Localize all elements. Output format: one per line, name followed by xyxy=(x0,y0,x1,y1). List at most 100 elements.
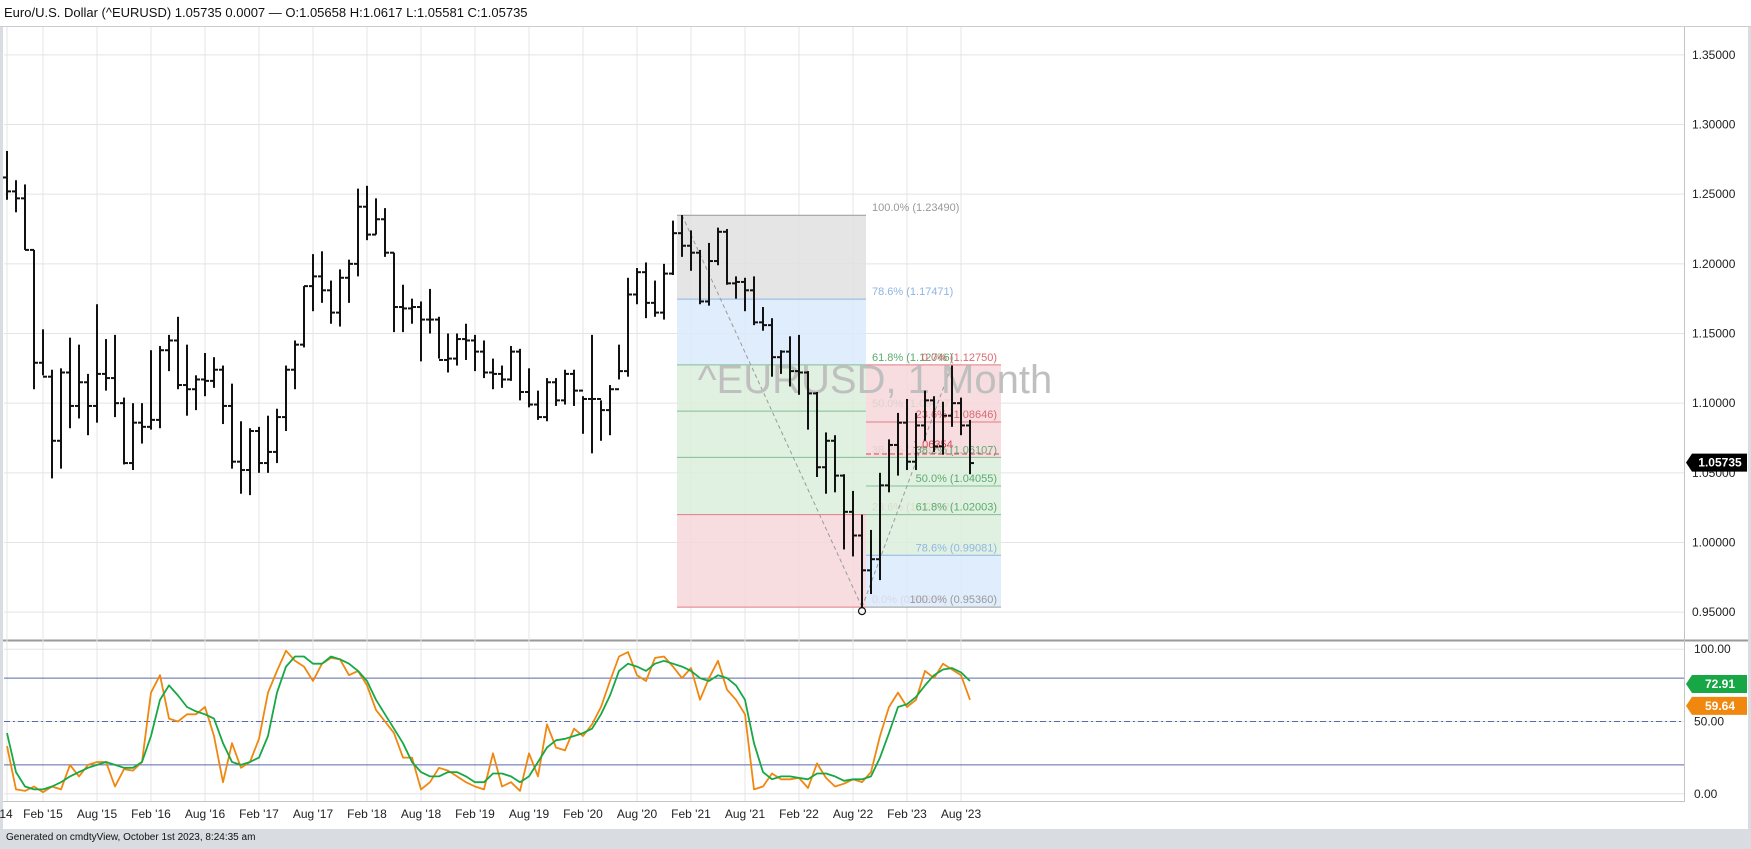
fib-primary-zone xyxy=(677,215,866,300)
fib-secondary-level-label: 100.0% (0.95360) xyxy=(910,594,997,606)
ohlc-bar xyxy=(300,285,308,348)
ohlc-bar xyxy=(588,334,596,454)
time-tick-label: Aug '19 xyxy=(509,807,550,821)
ohlc-bar xyxy=(237,421,245,494)
stoch-k-badge: 59.64 xyxy=(1686,696,1747,715)
ohlc-bar xyxy=(957,397,965,436)
y-axis-bg xyxy=(1684,27,1748,802)
time-tick-label: Feb '21 xyxy=(671,807,711,821)
fib-secondary-level-label: 50.0% (1.04055) xyxy=(916,473,997,485)
stochastic-lines xyxy=(6,649,971,794)
fib-primary-trend xyxy=(681,215,863,608)
ohlc-bar xyxy=(480,340,488,379)
ohlc-bar xyxy=(768,318,776,377)
fib-secondary-zone xyxy=(866,514,1001,556)
last-price-badge-shape xyxy=(1686,453,1747,472)
ohlc-bar xyxy=(210,357,218,388)
chart-watermark: ^EURUSD, 1 Month xyxy=(698,358,1052,402)
ohlc-bar xyxy=(75,344,83,419)
ohlc-bar xyxy=(318,251,326,303)
ohlc-bar xyxy=(48,369,56,479)
ohlc-bar xyxy=(741,277,749,312)
ohlc-bar xyxy=(759,307,767,331)
ohlc-bar xyxy=(876,472,884,581)
ohlc-bar xyxy=(138,403,146,444)
chart-footer: Generated on cmdtyView, October 1st 2023… xyxy=(0,829,1751,849)
ohlc-bar xyxy=(408,298,416,324)
ohlc-bar xyxy=(165,334,173,372)
value-badges: 1.05735 72.91 59.64 xyxy=(1686,453,1747,715)
ohlc-bar xyxy=(498,365,506,388)
last-price-badge-text: 1.05735 xyxy=(1698,456,1742,470)
ohlc-bar xyxy=(363,185,371,241)
symbol-quote-line: Euro/U.S. Dollar (^EURUSD) 1.05735 0.000… xyxy=(4,5,528,20)
time-tick-label: Aug '23 xyxy=(941,807,982,821)
ohlc-bar xyxy=(201,353,209,397)
time-tick-label: Feb '18 xyxy=(347,807,387,821)
ohlc-bar xyxy=(93,304,101,423)
ohlc-bar xyxy=(309,254,317,312)
ohlc-bar xyxy=(291,340,299,390)
fib-primary-level-label: 78.6% (1.17471) xyxy=(872,286,953,298)
ohlc-bar xyxy=(12,180,20,213)
time-tick-label: Aug '15 xyxy=(77,807,118,821)
ohlc-bar xyxy=(786,336,794,387)
stoch-d-badge: 72.91 xyxy=(1686,675,1747,694)
ohlc-bar xyxy=(570,369,578,406)
ohlc-bar xyxy=(687,230,695,271)
time-tick-label: 14 xyxy=(0,807,13,821)
ohlc-bar xyxy=(516,348,524,401)
ohlc-bar xyxy=(444,333,452,373)
ohlc-bar xyxy=(723,229,731,285)
ohlc-bar xyxy=(255,426,263,473)
ohlc-bar xyxy=(777,350,785,374)
ohlc-bar xyxy=(597,397,605,441)
ohlc-bar xyxy=(840,474,848,550)
last-price-badge: 1.05735 xyxy=(1686,453,1747,472)
chart-header: Euro/U.S. Dollar (^EURUSD) 1.05735 0.000… xyxy=(0,0,1751,27)
price-bars xyxy=(3,150,974,608)
fib-primary-zone xyxy=(677,457,866,515)
ohlc-bar xyxy=(489,358,497,390)
ohlc-bar xyxy=(66,337,74,429)
ohlc-bar xyxy=(705,242,713,306)
ohlc-bar xyxy=(894,412,902,476)
time-tick-label: Feb '19 xyxy=(455,807,495,821)
ohlc-bar xyxy=(633,268,641,305)
axis-labels: 1.35000 1.30000 1.25000 1.20000 1.15000 1.100… xyxy=(0,48,1736,821)
fib-secondary-level-label: 78.6% (0.99081) xyxy=(916,542,997,554)
time-tick-label: Feb '22 xyxy=(779,807,819,821)
price-tick-label: 1.35000 xyxy=(1692,48,1736,62)
fib-secondary-zone xyxy=(866,555,1001,608)
time-tick-label: Aug '16 xyxy=(185,807,226,821)
chart-canvas[interactable]: 100.0% (1.23490) 78.6% (1.17471) 61.8% (1.… xyxy=(0,26,1751,829)
fib-primary-level-label: 61.8% (1.12746) xyxy=(872,352,953,364)
ohlc-bar xyxy=(3,150,11,200)
time-tick-label: Aug '20 xyxy=(617,807,658,821)
ohlc-bar xyxy=(642,262,650,319)
time-tick-label: Feb '15 xyxy=(23,807,63,821)
ohlc-bar xyxy=(399,284,407,333)
ohlc-bar xyxy=(246,428,254,496)
time-tick-label: Aug '22 xyxy=(833,807,874,821)
price-tick-label: 1.10000 xyxy=(1692,396,1736,410)
stoch-d-line xyxy=(6,655,971,791)
time-tick-label: Aug '21 xyxy=(725,807,766,821)
ohlc-bar xyxy=(714,227,722,266)
x-axis-bg xyxy=(3,802,1748,829)
stoch-k-badge-shape xyxy=(1686,696,1747,715)
generated-timestamp: Generated on cmdtyView, October 1st 2023… xyxy=(6,832,256,843)
stoch-k-badge-text: 59.64 xyxy=(1705,699,1735,713)
stoch-tick-label: 100.00 xyxy=(1694,642,1731,656)
ohlc-bar xyxy=(183,344,191,416)
ohlc-bar xyxy=(660,263,668,320)
ohlc-bar xyxy=(156,346,164,429)
ohlc-bar xyxy=(678,215,686,257)
ohlc-bar xyxy=(327,280,335,324)
ohlc-bar xyxy=(939,401,947,455)
fibonacci-retracements: 100.0% (1.23490) 78.6% (1.17471) 61.8% (1.… xyxy=(677,202,1001,616)
ohlc-bar xyxy=(129,403,137,471)
fib-primary-zone xyxy=(677,411,866,458)
time-tick-label: Feb '17 xyxy=(239,807,279,821)
ohlc-bar xyxy=(579,389,587,434)
